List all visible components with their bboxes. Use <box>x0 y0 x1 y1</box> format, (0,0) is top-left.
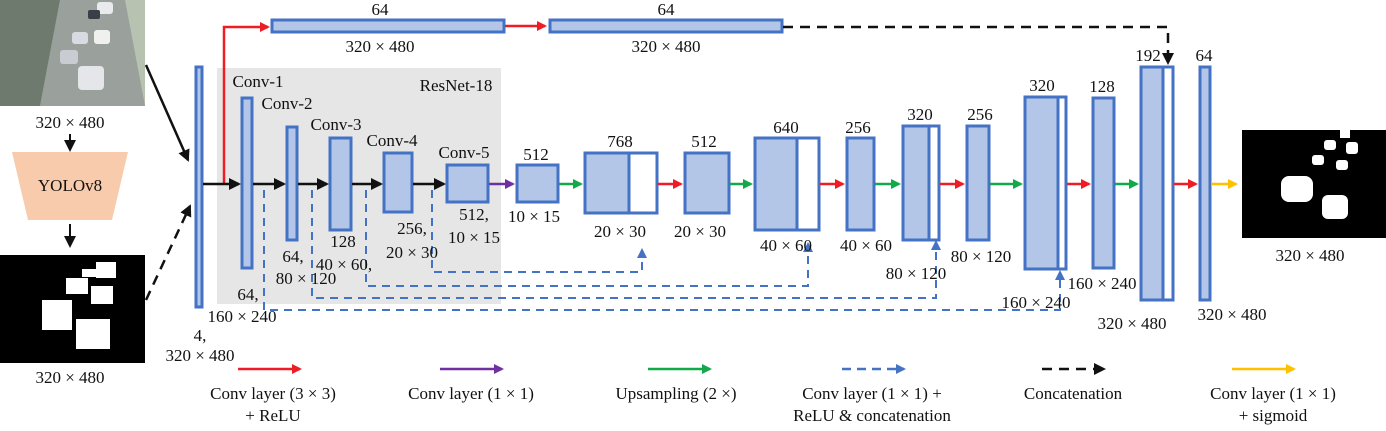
conv3-block <box>328 136 353 232</box>
dec9-size: 160 × 240 <box>1067 274 1136 293</box>
conv2-ch: 64, <box>282 247 303 266</box>
conv2-block <box>285 125 299 242</box>
conv4-label: Conv-4 <box>367 131 419 150</box>
dec11-block <box>1198 65 1212 302</box>
conv4-ch: 256, <box>397 219 427 238</box>
legend-conv3x3-l1: Conv layer (3 × 3) <box>210 384 336 403</box>
dec8-size: 160 × 240 <box>1001 293 1070 312</box>
conv5-block <box>445 163 490 204</box>
dec11-ch: 64 <box>1196 46 1214 65</box>
conv1-block <box>240 96 254 270</box>
skip-c2-to-d6 <box>311 190 941 299</box>
dec6-block <box>901 124 931 242</box>
dec6-ch: 320 <box>907 105 933 124</box>
output-mask <box>1242 130 1386 238</box>
conv2-size: 80 × 120 <box>276 269 337 288</box>
dec5-ch: 256 <box>845 118 871 137</box>
conv4-block <box>382 151 414 214</box>
dec4-concat <box>795 136 821 232</box>
dec6-size: 80 × 120 <box>886 264 947 283</box>
mask-size-label: 320 × 480 <box>35 368 104 387</box>
dec2-ch: 768 <box>607 132 633 151</box>
dec11-size: 320 × 480 <box>1197 305 1266 324</box>
legend-conv1x1: Conv layer (1 × 1) <box>408 384 534 403</box>
top-right-size: 320 × 480 <box>631 37 700 56</box>
dec3-block <box>683 151 731 215</box>
dec7-block <box>965 124 991 242</box>
skip-c1-to-d8 <box>263 190 1065 311</box>
dec7-size: 80 × 120 <box>951 247 1012 266</box>
skip-connections <box>263 190 1065 311</box>
dec10-ch: 192 <box>1135 46 1161 65</box>
top-left-size: 320 × 480 <box>345 37 414 56</box>
dec8-block <box>1023 95 1060 271</box>
dec4-ch: 640 <box>773 118 799 137</box>
dec9-ch: 128 <box>1089 77 1115 96</box>
dec9-block <box>1091 96 1116 270</box>
conv3-size: 40 × 60, <box>316 255 372 274</box>
dec3-ch: 512 <box>691 132 717 151</box>
conv3-ch: 128 <box>330 232 356 251</box>
dec8-ch: 320 <box>1029 76 1055 95</box>
conv5-label: Conv-5 <box>439 143 490 162</box>
top-block-right <box>548 18 784 34</box>
conv4-size: 20 × 30 <box>386 243 438 262</box>
dec6-concat <box>927 124 941 242</box>
dec10-size: 320 × 480 <box>1097 314 1166 333</box>
dec10-block <box>1139 65 1165 302</box>
legend: Conv layer (3 × 3) + ReLU Conv layer (1 … <box>210 363 1336 425</box>
conv1-ch: 64, <box>237 285 258 304</box>
legend-skip-l2: ReLU & concatenation <box>793 406 951 425</box>
dec1-block <box>515 163 560 204</box>
conv5-size: 10 × 15 <box>448 228 500 247</box>
dec8-concat <box>1056 95 1068 271</box>
top-left-ch: 64 <box>372 0 390 19</box>
yolo-block: YOLOv8 <box>12 152 128 220</box>
legend-sigmoid-l1: Conv layer (1 × 1) <box>1210 384 1336 403</box>
skip-c4-to-d2 <box>431 190 647 273</box>
dec10-concat <box>1161 65 1175 302</box>
input-mask <box>0 255 145 363</box>
dec5-size: 40 × 60 <box>840 236 892 255</box>
top-right-ch: 64 <box>658 0 676 19</box>
input-size: 320 × 480 <box>165 346 234 365</box>
conv3-label: Conv-3 <box>311 115 362 134</box>
dec1-ch: 512 <box>523 145 549 164</box>
dec2-concat <box>627 151 659 215</box>
legend-concat: Concatenation <box>1024 384 1123 403</box>
dec2-size: 20 × 30 <box>594 222 646 241</box>
dec2-block <box>583 151 631 215</box>
legend-conv3x3-l2: + ReLU <box>245 406 300 425</box>
dec7-ch: 256 <box>967 105 993 124</box>
dec4-block <box>753 136 799 232</box>
conv5-ch: 512, <box>459 205 489 224</box>
photo-size-label: 320 × 480 <box>35 113 104 132</box>
skip-c3-to-d4 <box>365 190 813 287</box>
legend-skip-l1: Conv layer (1 × 1) + <box>802 384 942 403</box>
dec1-size: 10 × 15 <box>508 207 560 226</box>
top-red-arrow-1 <box>222 22 270 184</box>
input-photo <box>0 0 145 106</box>
dec4-size: 40 × 60 <box>760 236 812 255</box>
legend-upsampling: Upsampling (2 ×) <box>615 384 736 403</box>
output-size: 320 × 480 <box>1275 246 1344 265</box>
input-ch: 4, <box>194 326 207 345</box>
top-concat-arrow <box>783 25 1174 65</box>
input-layer-block <box>194 65 204 309</box>
conv1-label: Conv-1 <box>233 72 284 91</box>
dec3-size: 20 × 30 <box>674 222 726 241</box>
conv2-label: Conv-2 <box>262 94 313 113</box>
resnet-title: ResNet-18 <box>420 76 493 95</box>
dec5-block <box>845 136 876 232</box>
yolo-label: YOLOv8 <box>38 176 102 195</box>
legend-sigmoid-l2: + sigmoid <box>1239 406 1308 425</box>
conv1-size: 160 × 240 <box>207 307 276 326</box>
top-block-left <box>270 18 506 34</box>
